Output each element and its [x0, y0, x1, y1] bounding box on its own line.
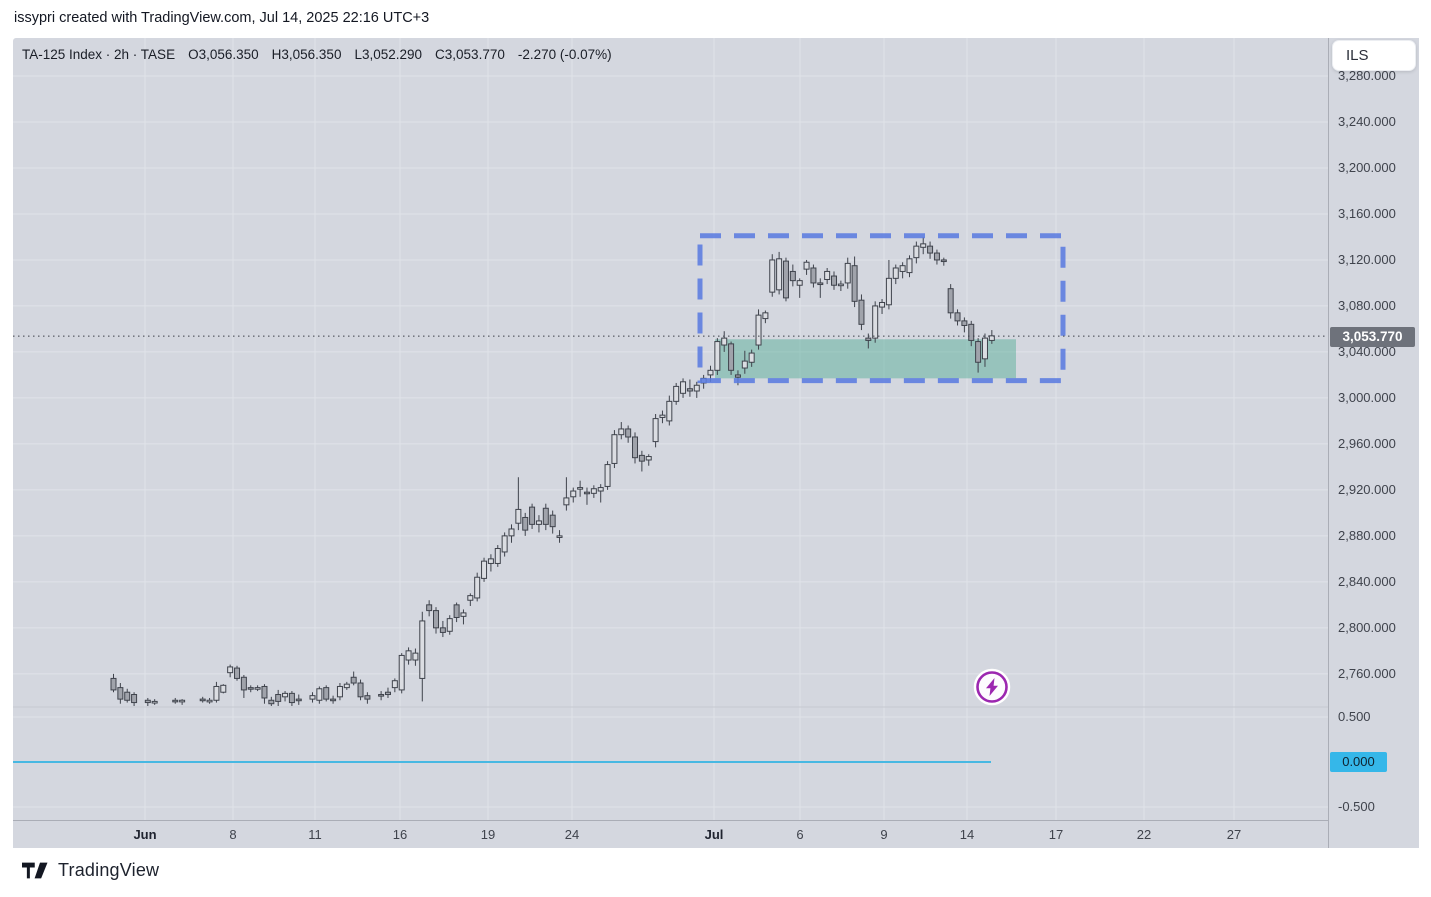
time-tick-label: 24: [564, 827, 580, 842]
time-tick-label: 17: [1048, 827, 1064, 842]
indicator-tick-label: -0.500: [1338, 799, 1375, 814]
currency-toggle-button[interactable]: ILS: [1332, 40, 1416, 71]
time-tick-label: 27: [1226, 827, 1242, 842]
price-tick-label: 3,240.000: [1338, 113, 1396, 129]
flash-icon[interactable]: [973, 668, 1011, 706]
legend-change: -2.270 (-0.07%): [517, 47, 612, 62]
price-tick-label: 2,800.000: [1338, 619, 1396, 635]
price-tick-label: 2,840.000: [1338, 573, 1396, 589]
time-tick-label: 11: [308, 827, 322, 842]
price-tick-label: 2,960.000: [1338, 435, 1396, 451]
price-tick-label: 3,000.000: [1338, 389, 1396, 405]
resistance-box-drawing[interactable]: [697, 233, 1066, 384]
chart-canvas[interactable]: [13, 38, 1419, 848]
price-tick-label: 3,280.000: [1338, 68, 1396, 83]
grid-lines: [13, 38, 1328, 820]
price-scale[interactable]: ILS 3,053.770 0.000 3,280.000 3,240.000 3,…: [1328, 38, 1419, 848]
tradingview-logo-icon: [22, 862, 48, 879]
price-tick-label: 3,040.000: [1338, 343, 1396, 359]
price-tick-label: 3,120.000: [1338, 251, 1396, 267]
legend-symbol: TA-125 Index · 2h · TASE: [22, 47, 176, 62]
price-tick-label: 3,200.000: [1338, 159, 1396, 175]
attribution-line: issypri created with TradingView.com, Ju…: [14, 10, 430, 26]
price-tick-label: 2,760.000: [1338, 665, 1396, 681]
time-scale[interactable]: Jun 8 11 16 19 24 Jul 6 9 14 17 22 27: [13, 820, 1419, 848]
time-tick-label: 14: [959, 827, 975, 842]
price-tick-label: 2,880.000: [1338, 527, 1396, 543]
legend-low: L3,052.290: [354, 47, 423, 62]
price-tick-label: 3,080.000: [1338, 297, 1396, 313]
indicator-tick-label: 0.500: [1338, 709, 1371, 724]
tradingview-logo[interactable]: TradingView: [22, 860, 159, 881]
time-tick-label: 9: [880, 827, 888, 842]
legend-open: O3,056.350: [188, 47, 259, 62]
legend-close: C3,053.770: [435, 47, 505, 62]
tradingview-logo-text: TradingView: [58, 860, 160, 880]
time-tick-label: 22: [1136, 827, 1152, 842]
last-price-badge: 3,053.770: [1330, 327, 1415, 347]
time-tick-label: 16: [392, 827, 408, 842]
time-tick-label: Jun: [133, 827, 157, 842]
price-tick-label: 2,920.000: [1338, 481, 1396, 497]
chart-widget: TA-125 Index · 2h · TASE O3,056.350 H3,0…: [13, 38, 1419, 848]
chart-legend: TA-125 Index · 2h · TASE O3,056.350 H3,0…: [22, 47, 612, 62]
time-tick-label: 19: [480, 827, 496, 842]
support-zone-drawing[interactable]: [715, 339, 1016, 379]
time-tick-label: 6: [796, 827, 804, 842]
time-tick-label: 8: [229, 827, 237, 842]
time-tick-label: Jul: [704, 827, 724, 842]
candlestick-series: [110, 236, 995, 707]
indicator-value-badge: 0.000: [1330, 752, 1387, 772]
legend-high: H3,056.350: [271, 47, 342, 62]
price-tick-label: 3,160.000: [1338, 205, 1396, 221]
